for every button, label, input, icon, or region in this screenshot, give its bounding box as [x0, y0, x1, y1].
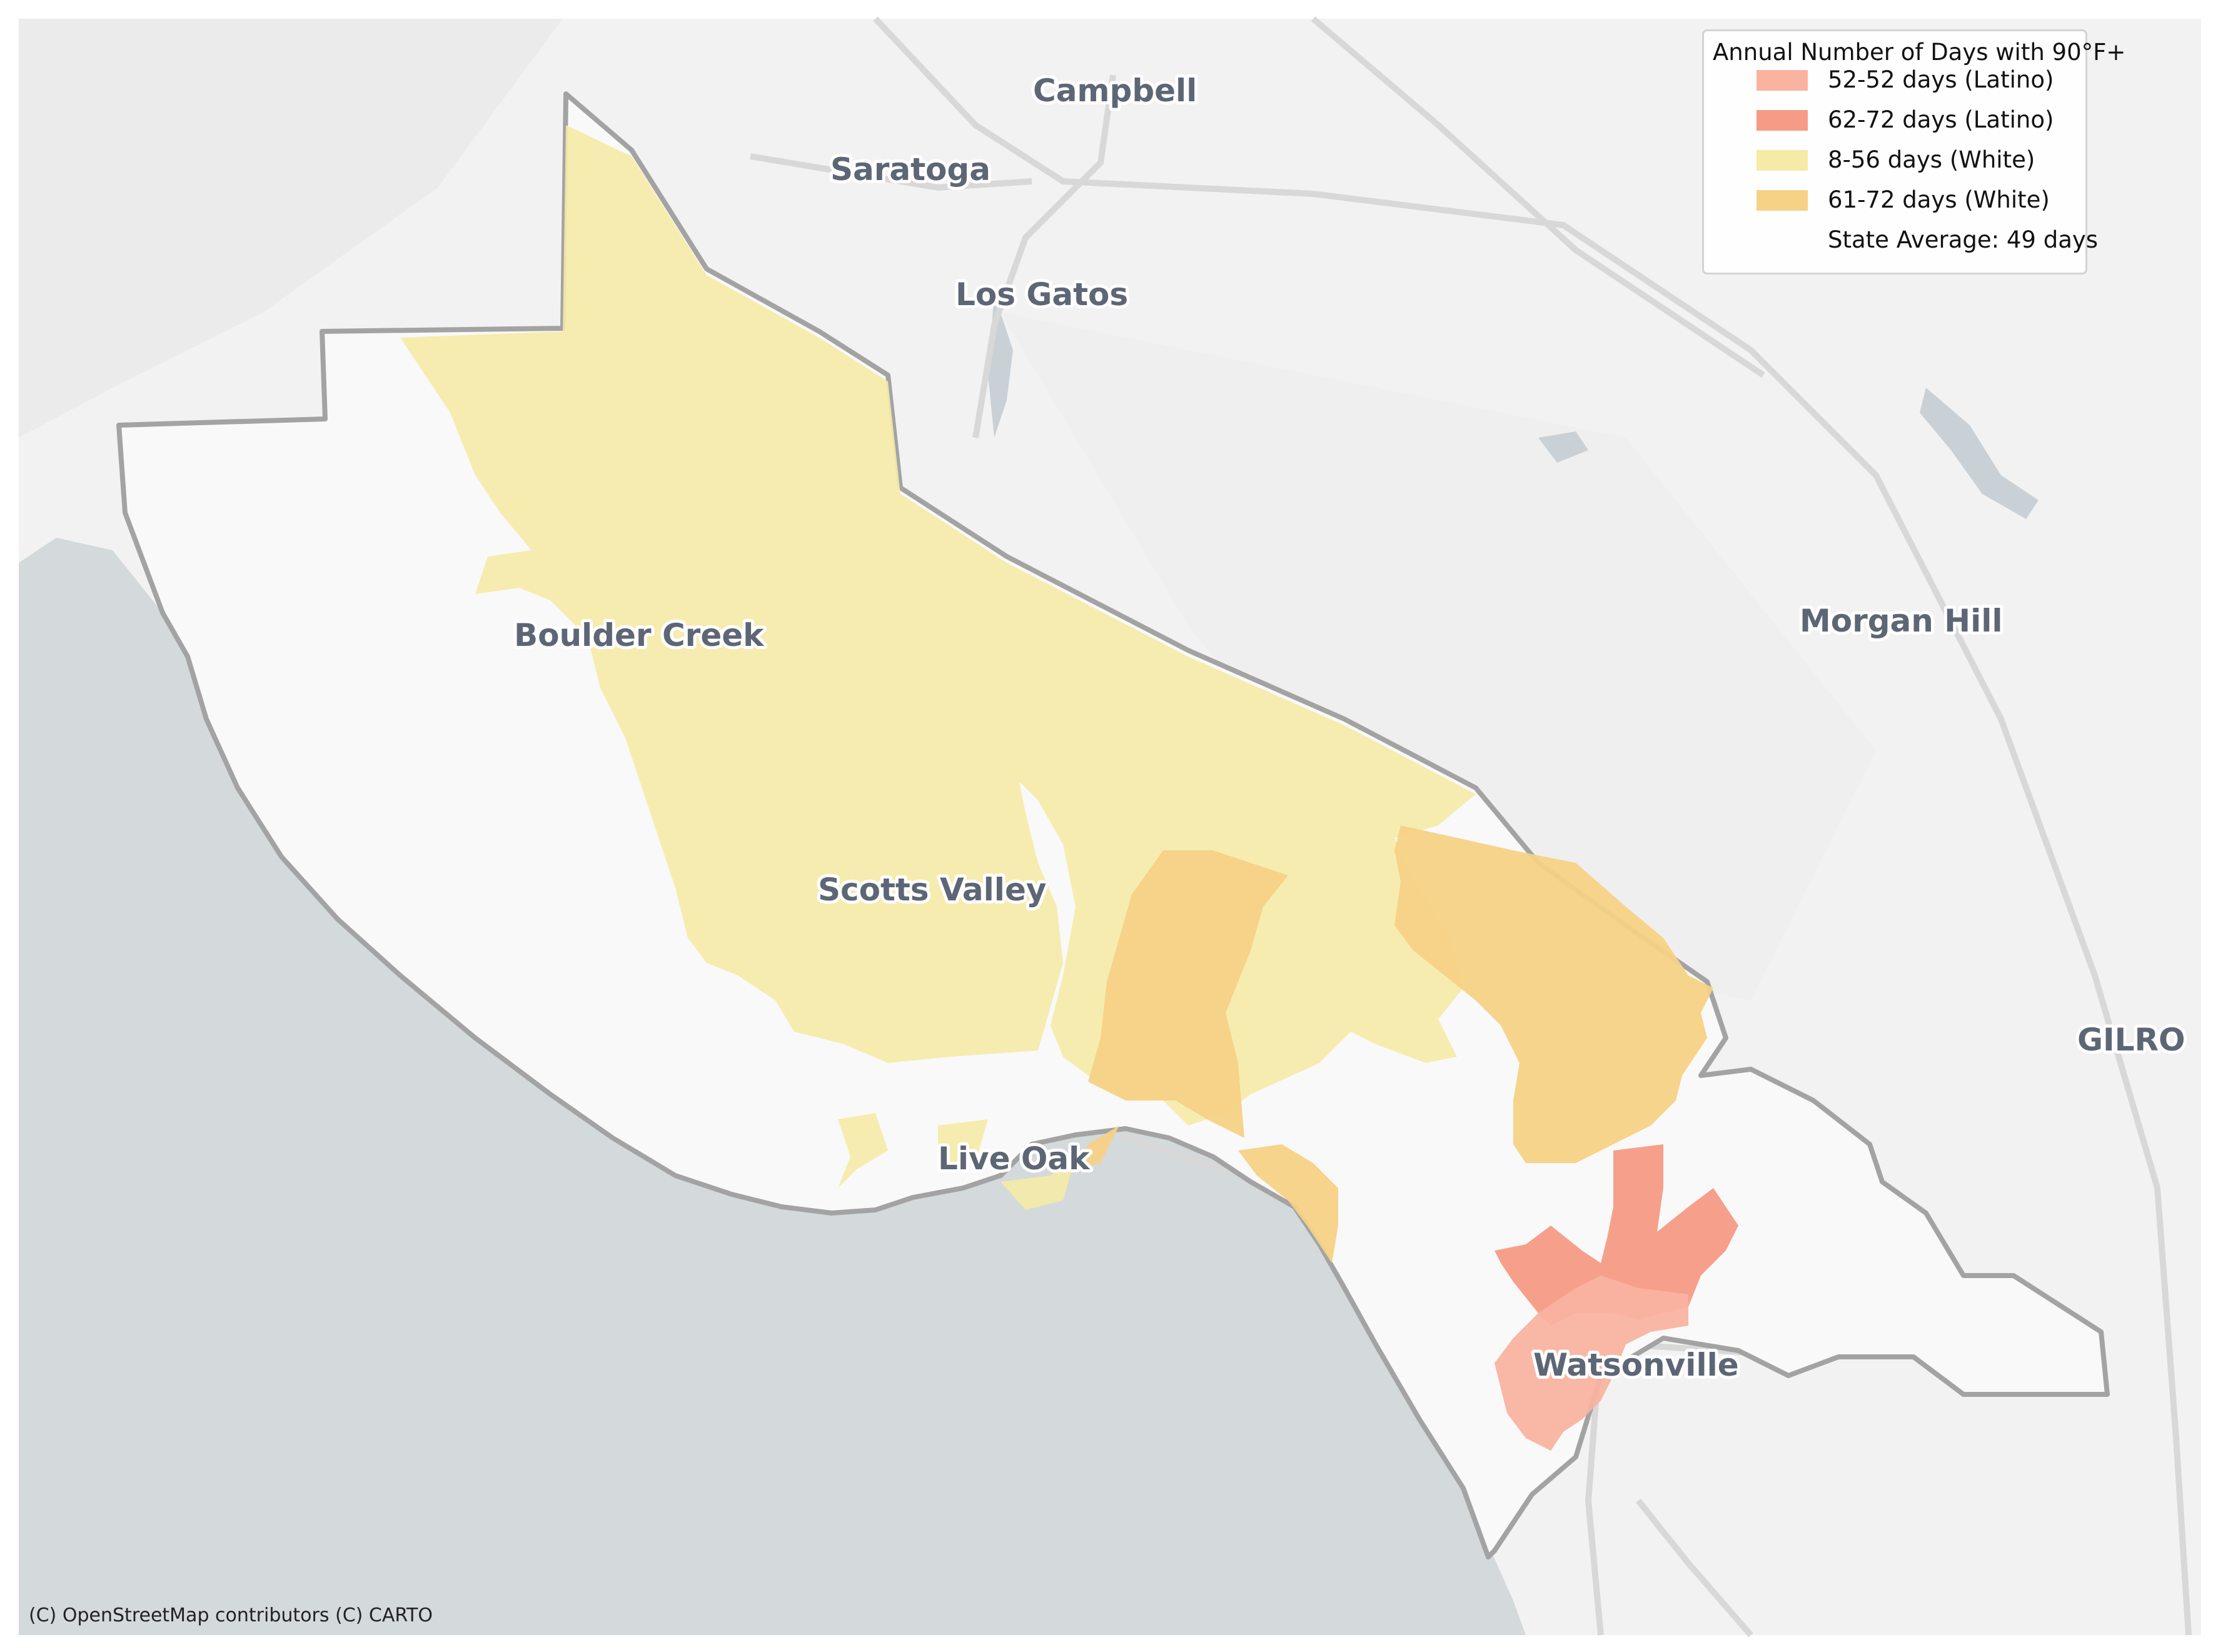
place-label-los-gatos: Los Gatos: [955, 276, 1128, 313]
place-label-watsonville: Watsonville: [1533, 1347, 1739, 1383]
legend-entry: 8-56 days (White): [1704, 144, 2085, 175]
tract-white-8-56: [838, 1113, 888, 1188]
reservoir: [1920, 388, 2039, 519]
terrain-shading: [1001, 313, 1876, 1000]
place-label-saratoga: Saratoga: [830, 151, 991, 188]
tract-latino-62-72: [1495, 1144, 1738, 1326]
place-label-morgan-hill: Morgan Hill: [1800, 603, 2003, 639]
place-label-live-oak: Live Oak: [938, 1141, 1091, 1177]
place-label-campbell: Campbell: [1033, 73, 1197, 109]
tract-white-8-56: [938, 1119, 988, 1163]
place-label-boulder-creek: Boulder Creek: [514, 617, 765, 653]
reservoir: [1538, 431, 1588, 463]
legend-swatch: [1757, 70, 1808, 91]
legend-title: Annual Number of Days with 90°F+: [1713, 39, 2126, 66]
legend-label: 8-56 days (White): [1828, 146, 2035, 173]
map-legend: Annual Number of Days with 90°F+ 52-52 d…: [1702, 29, 2125, 274]
map-attribution: (C) OpenStreetMap contributors (C) CARTO: [29, 1604, 433, 1626]
ocean: [19, 538, 1526, 1635]
tract-white-8-56: [1001, 1157, 1076, 1210]
tract-white-61-72: [1076, 1126, 1119, 1169]
tract-white-61-72: [1394, 825, 1713, 1163]
legend-swatch: [1757, 190, 1808, 211]
place-label-scotts-valley: Scotts Valley: [818, 872, 1046, 908]
legend-label: 52-52 days (Latino): [1828, 66, 2054, 93]
legend-swatch: [1757, 150, 1808, 171]
legend-state-average: State Average: 49 days: [1828, 226, 2099, 253]
tract-white-61-72: [1238, 1144, 1338, 1263]
place-label-gilroy: GILRO: [2077, 1022, 2185, 1058]
legend-entry: 52-52 days (Latino): [1704, 64, 2085, 95]
tract-white-61-72: [1088, 850, 1288, 1138]
legend-swatch: [1757, 110, 1808, 131]
legend-entry: 61-72 days (White): [1704, 184, 2085, 215]
terrain-shading: [19, 19, 563, 438]
tract-latino-52-52: [1495, 1276, 1688, 1451]
legend-entry: State Average: 49 days: [1704, 224, 2098, 255]
legend-label: 61-72 days (White): [1828, 186, 2050, 213]
legend-label: 62-72 days (Latino): [1828, 106, 2054, 133]
legend-entry: 62-72 days (Latino): [1704, 104, 2085, 135]
